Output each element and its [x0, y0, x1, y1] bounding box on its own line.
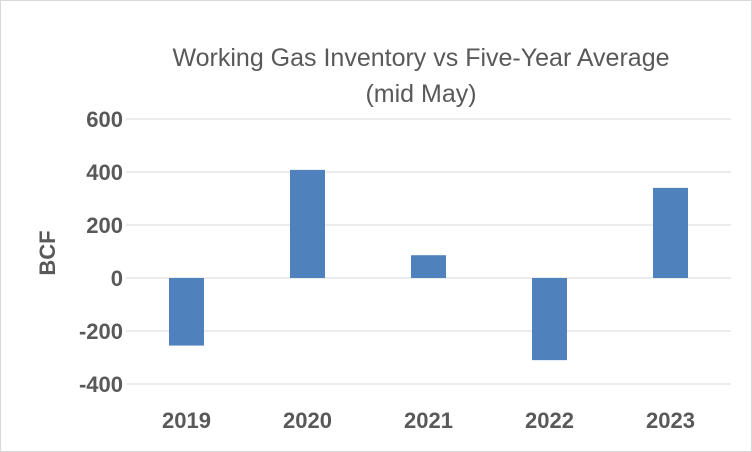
y-tick-label: -400	[79, 372, 123, 397]
y-tick-label: 0	[111, 266, 123, 291]
x-tick-labels: 2019 2020 2021 2022 2023	[162, 408, 695, 433]
y-axis-label: BCF	[35, 230, 60, 275]
y-gridlines	[126, 118, 731, 385]
chart-title-line-1: Working Gas Inventory vs Five-Year Avera…	[173, 44, 670, 72]
x-tick-label: 2019	[162, 408, 211, 433]
y-tick-labels: -400 -200 0 200 400 600	[79, 107, 123, 397]
y-tick-label: 400	[86, 160, 123, 185]
x-tick-label: 2022	[525, 408, 574, 433]
bars	[169, 169, 688, 361]
chart-title-line-2: (mid May)	[365, 80, 476, 108]
bar-2019	[169, 278, 204, 346]
bar-2022	[532, 278, 567, 361]
bar-2023	[653, 187, 688, 278]
bar-2021	[411, 255, 446, 278]
x-tick-label: 2023	[646, 408, 695, 433]
y-tick-label: 600	[86, 107, 123, 132]
x-tick-label: 2020	[283, 408, 332, 433]
chart-title: Working Gas Inventory vs Five-Year Avera…	[173, 44, 670, 108]
x-tick-label: 2021	[404, 408, 453, 433]
y-tick-label: 200	[86, 213, 123, 238]
bar-2020	[290, 169, 325, 278]
y-tick-label: -200	[79, 319, 123, 344]
